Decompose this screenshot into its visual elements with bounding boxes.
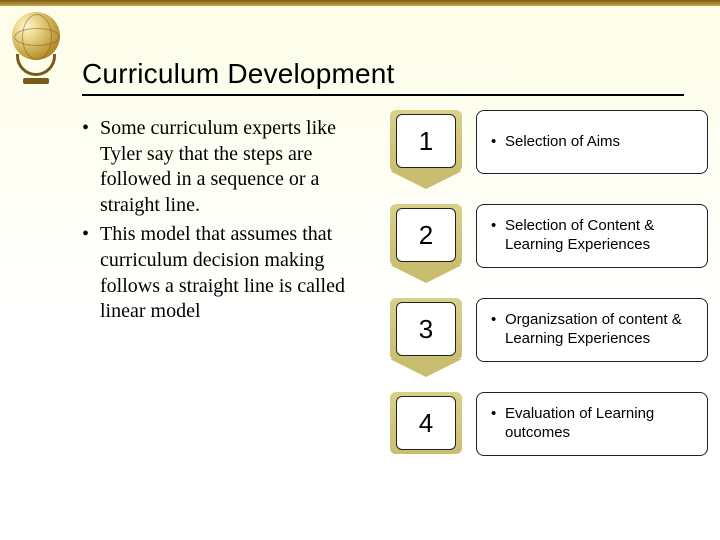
slide-title: Curriculum Development	[82, 58, 684, 96]
globe-icon	[6, 12, 66, 92]
step-row: 3 • Organizsation of content & Learning …	[390, 298, 708, 378]
step-number-box: 4	[396, 396, 456, 450]
step-number-wrap: 3	[390, 298, 468, 378]
bullet-item: • This model that assumes that curriculu…	[82, 222, 372, 324]
step-number-box: 1	[396, 114, 456, 168]
step-desc-box: • Evaluation of Learning outcomes	[476, 392, 708, 456]
step-row: 4 • Evaluation of Learning outcomes	[390, 392, 708, 472]
step-number-wrap: 2	[390, 204, 468, 284]
step-desc-box: • Selection of Content & Learning Experi…	[476, 204, 708, 268]
bullet-dot: •	[82, 116, 100, 218]
step-text: Selection of Aims	[505, 133, 620, 152]
step-number-wrap: 1	[390, 110, 468, 190]
step-text: Evaluation of Learning outcomes	[505, 405, 695, 443]
step-number: 1	[419, 126, 433, 157]
step-number: 3	[419, 314, 433, 345]
title-underline	[82, 94, 684, 96]
step-number: 2	[419, 220, 433, 251]
bullet-text: Some curriculum experts like Tyler say t…	[100, 116, 372, 218]
content-area: • Some curriculum experts like Tyler say…	[82, 110, 708, 486]
steps-column: 1 • Selection of Aims 2 • Selectio	[372, 110, 708, 486]
step-desc-box: • Organizsation of content & Learning Ex…	[476, 298, 708, 362]
step-number-wrap: 4	[390, 392, 468, 472]
step-text: Selection of Content & Learning Experien…	[505, 217, 695, 255]
bullet-dot: •	[491, 405, 505, 443]
step-desc-box: • Selection of Aims	[476, 110, 708, 174]
left-column: • Some curriculum experts like Tyler say…	[82, 110, 372, 486]
bullet-item: • Some curriculum experts like Tyler say…	[82, 116, 372, 218]
step-row: 1 • Selection of Aims	[390, 110, 708, 190]
step-text: Organizsation of content & Learning Expe…	[505, 311, 695, 349]
top-gold-bar	[0, 0, 720, 6]
bullet-dot: •	[491, 311, 505, 349]
step-number-box: 2	[396, 208, 456, 262]
bullet-dot: •	[491, 133, 505, 152]
step-row: 2 • Selection of Content & Learning Expe…	[390, 204, 708, 284]
bullet-text: This model that assumes that curriculum …	[100, 222, 372, 324]
bullet-dot: •	[491, 217, 505, 255]
step-number-box: 3	[396, 302, 456, 356]
bullet-dot: •	[82, 222, 100, 324]
step-number: 4	[419, 408, 433, 439]
title-text: Curriculum Development	[82, 58, 395, 89]
